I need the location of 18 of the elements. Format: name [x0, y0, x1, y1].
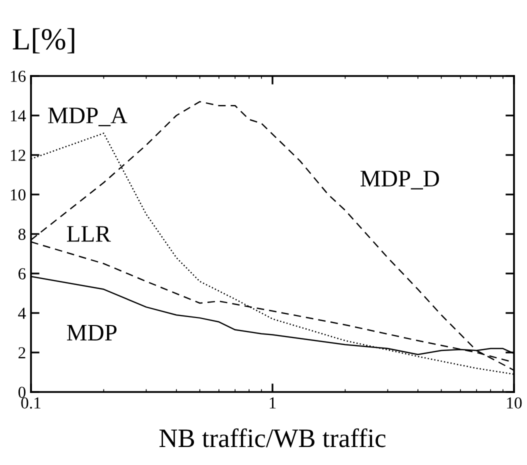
y-tick-label: 14: [10, 110, 26, 122]
x-tick-label: 0.1: [21, 397, 40, 409]
y-tick-label: 6: [18, 268, 26, 280]
x-tick-label: 1: [270, 397, 276, 408]
y-tick-label: 10: [10, 189, 26, 200]
x-tick-label: 10: [507, 397, 522, 409]
series-label: MDP_D: [360, 170, 439, 190]
x-axis-title: NB traffic/WB traffic: [159, 428, 386, 448]
y-tick-label: 4: [18, 308, 26, 319]
y-tick-label: 0: [18, 386, 26, 398]
y-tick-label: 8: [18, 228, 26, 240]
y-axis-title: L[%]: [12, 28, 74, 54]
y-tick-label: 16: [10, 70, 26, 82]
y-tick-label: 2: [18, 347, 26, 358]
y-tick-label: 12: [10, 150, 26, 161]
series-label: LLR: [66, 226, 111, 242]
series-label: MDP: [66, 324, 117, 340]
series-label: MDP_A: [48, 108, 128, 126]
